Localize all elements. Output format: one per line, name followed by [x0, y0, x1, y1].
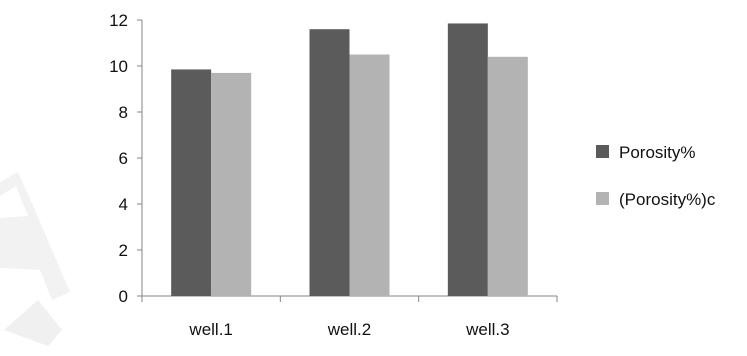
legend-label: Porosity%: [619, 143, 696, 162]
legend-swatch: [596, 192, 609, 205]
y-tick-label: 12: [109, 11, 128, 30]
bar-well-2-series-2: [349, 54, 390, 296]
bar-well-3-series-1: [447, 23, 488, 296]
legend-label: (Porosity%)c: [619, 190, 716, 209]
bars-group: [171, 23, 528, 297]
x-axis: well.1 well.2 well.3: [141, 295, 558, 339]
watermark-shape: [0, 172, 70, 300]
y-tick-label: 2: [119, 241, 128, 260]
y-tick-label: 0: [119, 287, 128, 306]
x-category-label: well.3: [465, 320, 509, 339]
bar-well-1-series-1: [171, 69, 212, 296]
watermark-shape-edge: [4, 300, 62, 346]
legend: Porosity% (Porosity%)c: [596, 143, 716, 209]
y-tick-label: 6: [119, 149, 128, 168]
x-category-label: well.1: [188, 320, 232, 339]
y-axis: 0 2 4 6 8 10 12: [109, 11, 143, 306]
bar-well-1-series-2: [211, 72, 252, 297]
bar-well-2-series-1: [309, 29, 350, 296]
y-tick-label: 8: [119, 103, 128, 122]
y-tick-label: 4: [119, 195, 128, 214]
legend-swatch: [596, 145, 609, 158]
y-tick-label: 10: [109, 57, 128, 76]
bar-well-3-series-2: [487, 56, 528, 296]
x-category-label: well.2: [327, 320, 371, 339]
